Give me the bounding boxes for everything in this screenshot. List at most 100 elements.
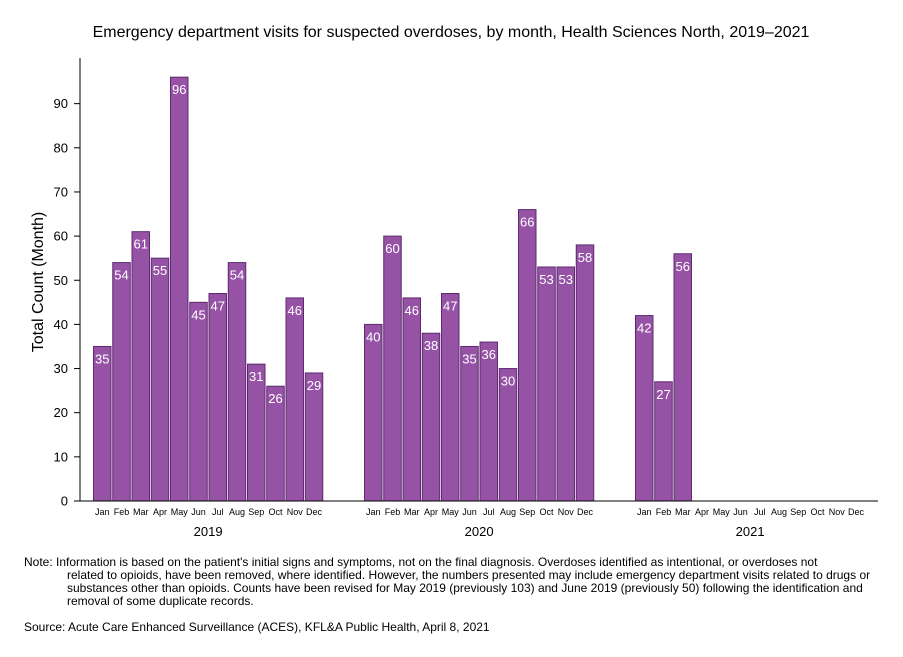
bar <box>285 297 304 502</box>
bar <box>112 262 131 502</box>
bar-value-label: 47 <box>211 298 225 313</box>
y-tick-label: 10 <box>54 449 68 464</box>
bar-value-label: 47 <box>443 298 457 313</box>
x-tick-label: May <box>442 507 460 517</box>
x-tick-label: Dec <box>306 507 323 517</box>
bar-value-label: 36 <box>482 347 496 362</box>
bar <box>402 297 421 502</box>
y-tick-label: 0 <box>61 494 68 509</box>
bar <box>575 244 595 502</box>
x-tick-label: Sep <box>790 507 806 517</box>
bar <box>227 262 247 502</box>
bar-value-label: 31 <box>249 369 263 384</box>
y-tick-label: 50 <box>54 273 68 288</box>
x-tick-label: Oct <box>268 507 283 517</box>
x-axis: Jan Feb Mar Apr May Jun Jul Aug Sep Oct Nov Dec2019… <box>80 500 878 539</box>
x-tick-label: Nov <box>558 507 575 517</box>
x-tick-label: Nov <box>287 507 304 517</box>
x-tick-label: Mar <box>133 507 149 517</box>
overdose-visits-bar-chart: Emergency department visits for suspecte… <box>30 24 878 539</box>
x-tick-label: Nov <box>829 507 846 517</box>
y-tick-label: 20 <box>54 405 68 420</box>
bar <box>518 209 537 502</box>
x-tick-label: Dec <box>577 507 594 517</box>
bar-value-label: 66 <box>520 215 534 230</box>
x-tick-label: Mar <box>404 507 420 517</box>
x-tick-label: Dec <box>848 507 865 517</box>
bar-value-label: 40 <box>366 329 380 344</box>
bar <box>460 345 479 502</box>
year-label: 2019 <box>194 524 223 539</box>
x-tick-label: Aug <box>771 507 787 517</box>
note-continuation: related to opioids, have been removed, w… <box>67 568 871 608</box>
bar-value-label: 35 <box>462 351 476 366</box>
bar <box>479 341 498 502</box>
x-tick-label: Feb <box>114 507 130 517</box>
y-axis-label: Total Count (Month) <box>30 212 47 353</box>
bar <box>131 231 150 502</box>
bar-value-label: 53 <box>559 272 573 287</box>
y-axis: 0 10 20 30 40 50 60 70 80 90 <box>54 58 81 509</box>
x-tick-label: Feb <box>656 507 672 517</box>
bars: 35 54 61 55 96 45 47 54 31 26 46 29 40 60 46 38 47 35 36 30… <box>93 76 692 502</box>
x-tick-label: Feb <box>385 507 401 517</box>
bar-value-label: 46 <box>405 303 419 318</box>
x-tick-label: Jul <box>212 507 224 517</box>
bar-value-label: 42 <box>637 321 651 336</box>
bar-value-label: 38 <box>424 338 438 353</box>
bar-value-label: 53 <box>539 272 553 287</box>
bar-value-label: 45 <box>191 307 205 322</box>
x-tick-label: Jun <box>191 507 206 517</box>
x-tick-label: Oct <box>810 507 825 517</box>
chart-title: Emergency department visits for suspecte… <box>93 24 810 41</box>
bar-value-label: 26 <box>268 391 282 406</box>
bar-value-label: 46 <box>288 303 302 318</box>
y-tick-label: 30 <box>54 361 68 376</box>
bar-value-label: 29 <box>307 378 321 393</box>
bar <box>441 292 460 502</box>
bar-value-label: 58 <box>578 250 592 265</box>
bar <box>537 266 556 502</box>
x-tick-label: Sep <box>519 507 535 517</box>
x-tick-label: Oct <box>539 507 554 517</box>
chart-note: Note: Information is based on the patien… <box>24 556 886 608</box>
x-tick-label: May <box>171 507 189 517</box>
y-tick-label: 70 <box>54 184 68 199</box>
bar <box>189 301 208 502</box>
year-label: 2021 <box>736 524 765 539</box>
x-tick-label: Mar <box>675 507 691 517</box>
bar <box>556 266 575 502</box>
bar-value-label: 30 <box>501 374 515 389</box>
bar <box>247 363 266 502</box>
year-label: 2020 <box>465 524 494 539</box>
y-tick-label: 90 <box>54 96 68 111</box>
bar <box>673 253 692 502</box>
x-tick-label: Apr <box>153 507 167 517</box>
bar <box>170 76 189 502</box>
y-tick-label: 60 <box>54 229 68 244</box>
bar <box>93 345 112 502</box>
x-tick-label: May <box>713 507 731 517</box>
x-tick-label: Jul <box>483 507 495 517</box>
x-tick-label: Jun <box>733 507 748 517</box>
note-first-line: Note: Information is based on the patien… <box>24 555 818 569</box>
x-tick-label: Jun <box>462 507 477 517</box>
x-tick-label: Jan <box>366 507 381 517</box>
x-tick-label: Sep <box>248 507 264 517</box>
x-tick-label: Apr <box>695 507 709 517</box>
bar-value-label: 56 <box>676 259 690 274</box>
bar <box>208 292 227 502</box>
x-tick-label: Jan <box>637 507 652 517</box>
bar <box>421 332 441 502</box>
bar-value-label: 54 <box>230 268 244 283</box>
x-tick-label: Apr <box>424 507 438 517</box>
x-tick-label: Aug <box>229 507 245 517</box>
bar-value-label: 54 <box>114 268 128 283</box>
bar-value-label: 61 <box>134 237 148 252</box>
y-tick-label: 80 <box>54 140 68 155</box>
bar <box>150 257 170 502</box>
x-tick-label: Jul <box>754 507 766 517</box>
chart-source: Source: Acute Care Enhanced Surveillance… <box>24 620 490 634</box>
bar-value-label: 35 <box>95 351 109 366</box>
bar <box>383 235 402 502</box>
